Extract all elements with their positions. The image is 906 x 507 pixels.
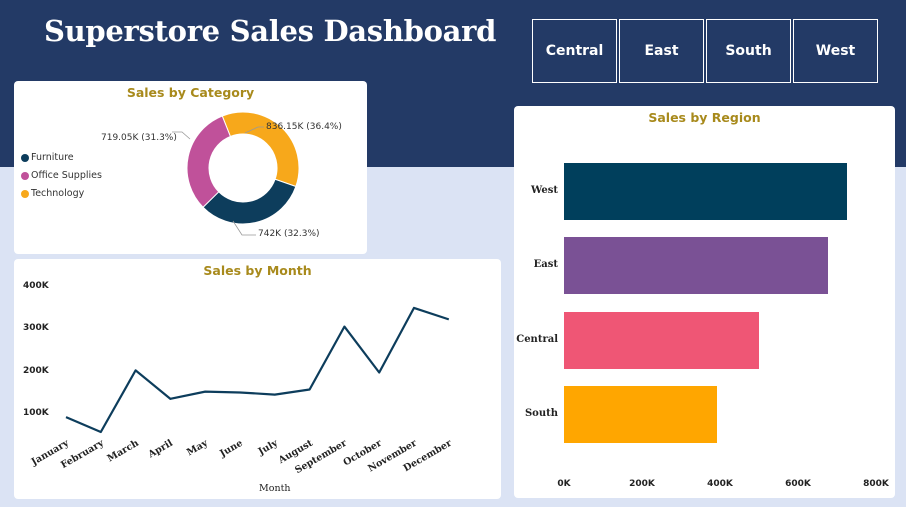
x-tick-0k: 0K [557, 479, 571, 489]
slice-label-technology: 836.15K (36.4%) [266, 122, 342, 132]
slicer-south[interactable]: South [706, 19, 791, 83]
month-card-title: Sales by Month [203, 263, 312, 278]
slicer-west[interactable]: West [793, 19, 878, 83]
y-tick-400k: 400K [23, 281, 49, 291]
region-card: Sales by Region West East Central South 0K 2… [514, 106, 895, 498]
legend-item-office-supplies[interactable]: Office Supplies [21, 170, 102, 181]
legend-dot-icon [21, 189, 29, 198]
slicer-east[interactable]: East [619, 19, 704, 83]
slice-label-office-supplies: 719.05K (31.3%) [101, 133, 177, 143]
legend-label: Technology [31, 188, 85, 199]
y-tick-100k: 100K [23, 408, 49, 418]
x-axis-title: Month [259, 483, 291, 494]
legend-dot-icon [21, 171, 29, 180]
bar-central[interactable] [564, 312, 760, 369]
y-tick-central: Central [516, 334, 558, 345]
slice-office-supplies[interactable] [186, 115, 232, 208]
donut-chart [172, 111, 300, 236]
x-tick-200k: 200K [629, 479, 655, 489]
month-card: Sales by Month 400K 300K 200K 100K Janua… [14, 259, 501, 499]
legend-label: Office Supplies [31, 170, 102, 181]
region-card-title: Sales by Region [648, 110, 761, 125]
series-line [65, 306, 450, 434]
category-card: Sales by Category Furniture Office Suppl… [14, 81, 367, 254]
month-line-chart [65, 306, 450, 434]
x-tick-800k: 800K [863, 479, 889, 489]
slice-furniture[interactable] [202, 178, 297, 225]
slice-label-furniture: 742K (32.3%) [258, 229, 320, 239]
y-tick-300k: 300K [23, 323, 49, 333]
y-tick-south: South [524, 408, 558, 419]
page-title: Superstore Sales Dashboard [44, 14, 497, 48]
x-tick-400k: 400K [707, 479, 733, 489]
leader-line-technology [244, 126, 264, 134]
y-tick-west: West [530, 185, 558, 196]
x-tick-600k: 600K [785, 479, 811, 489]
y-tick-200k: 200K [23, 366, 49, 376]
slicer-central[interactable]: Central [532, 19, 617, 83]
bar-west[interactable] [564, 163, 847, 220]
category-card-title: Sales by Category [126, 85, 255, 100]
legend-item-technology[interactable]: Technology [21, 188, 84, 199]
legend-label: Furniture [31, 152, 74, 163]
legend-item-furniture[interactable]: Furniture [21, 152, 74, 163]
leader-line-furniture [232, 220, 256, 236]
y-tick-east: East [533, 259, 558, 270]
bar-south[interactable] [564, 386, 717, 443]
bar-east[interactable] [564, 237, 829, 294]
leader-line-office [172, 131, 191, 140]
legend-dot-icon [21, 153, 29, 162]
